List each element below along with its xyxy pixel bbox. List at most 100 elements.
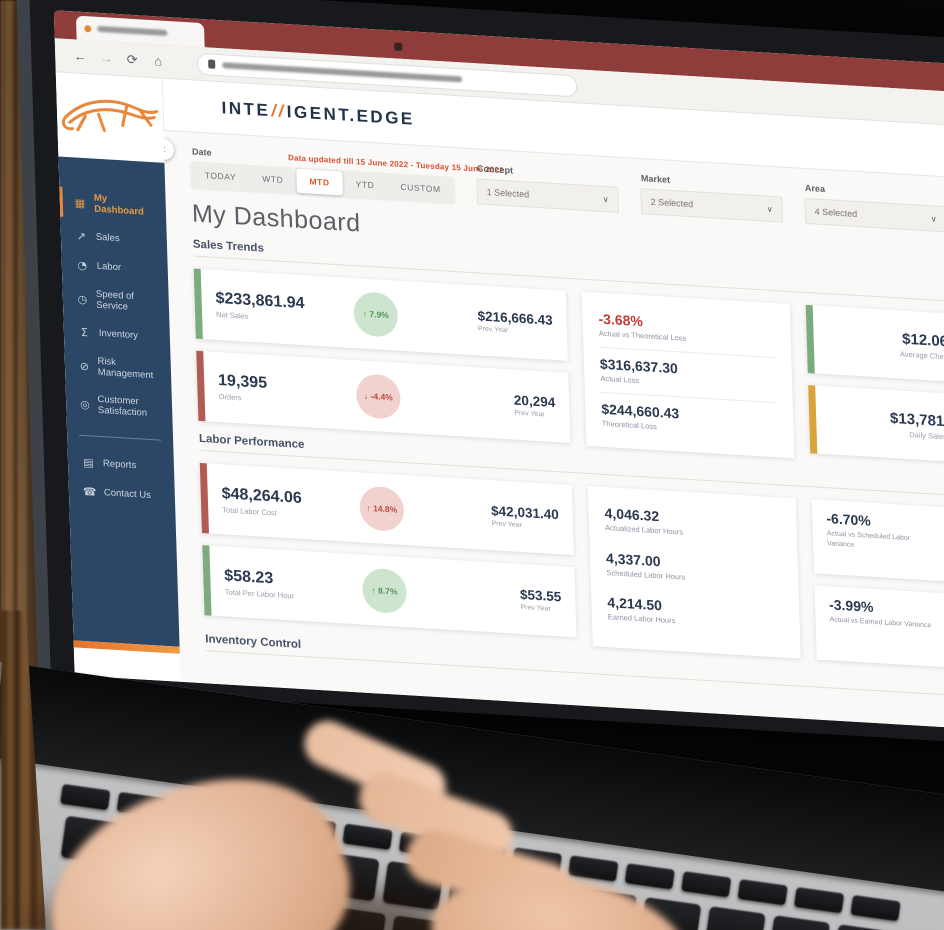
orders-trend-badge: ↓ -4.4%: [355, 373, 402, 420]
concept-filter-value: 1 Selected: [486, 186, 530, 200]
total-labor-cost-prev-value: $42,031.40: [490, 503, 559, 523]
left-column: ▦ My Dashboard ↗ Sales ◔ Labor: [55, 72, 181, 682]
arrow-up-icon: ↑: [362, 308, 368, 319]
date-range-ytd[interactable]: YTD: [342, 171, 388, 198]
sales-chart-icon: ↗: [76, 229, 87, 244]
market-filter-label: Market: [640, 173, 671, 185]
date-filter-label: Date: [191, 146, 212, 158]
sidebar-item-customer-satisfaction[interactable]: ◎ Customer Satisfaction: [66, 384, 173, 428]
orders-card: 19,395 Orders ↓ -4.4% 20,294: [196, 350, 571, 443]
average-check-card: $12.06 Average Check: [805, 304, 944, 387]
brand-name: INTE//IGENT.EDGE: [221, 98, 415, 130]
tab-favicon-icon: [84, 24, 92, 32]
sidebar-item-label: Contact Us: [103, 487, 152, 502]
net-sales-trend-badge: ↑ 7.9%: [353, 291, 399, 338]
brand-logo[interactable]: [55, 72, 165, 163]
per-labor-hour-card: $58.23 Total Per Labor Hour ↑ 8.7% $53.5…: [202, 545, 577, 638]
satisfaction-icon: ◎: [79, 397, 90, 411]
area-filter-label: Area: [804, 182, 826, 195]
prev-year-label: Prev Year: [520, 604, 551, 614]
date-filter-group: Date Data updated till 15 June 2022 - Tu…: [190, 146, 504, 204]
market-filter-value: 2 Selected: [650, 196, 694, 210]
reload-button[interactable]: ⟳: [126, 51, 138, 67]
browser-window: ← → ⟳ ⌂: [53, 10, 944, 735]
chevron-down-icon: ∨: [602, 194, 609, 204]
scheduled-variance-card: -6.70% Actual vs Scheduled Labor Varianc…: [811, 499, 944, 588]
sidebar-item-speed-of-service[interactable]: ◷ Speed of Service: [62, 279, 169, 323]
url-text-blurred: [222, 61, 463, 83]
net-sales-card: $233,861.94 Net Sales ↑ 7.9% $216,666.43: [193, 268, 568, 361]
dashboard-icon: ▦: [74, 195, 86, 210]
per-labor-hour-trend-badge: ↑ 8.7%: [361, 567, 408, 615]
sidebar-item-label: My Dashboard: [93, 192, 145, 218]
lock-icon: [208, 59, 216, 69]
sidebar-item-my-dashboard[interactable]: ▦ My Dashboard: [59, 183, 166, 227]
labor-clock-icon: ◔: [77, 258, 88, 273]
stopwatch-icon: ◷: [77, 292, 88, 306]
labor-cost-trend-badge: ↑ 14.8%: [359, 485, 405, 533]
chevron-down-icon: ∨: [930, 213, 937, 224]
arrow-up-icon: ↑: [366, 503, 371, 514]
trend-percent: 8.7%: [377, 585, 398, 598]
brand-name-suffix: IGENT.EDGE: [286, 101, 416, 129]
trend-percent: 7.9%: [369, 308, 389, 321]
back-button[interactable]: ←: [73, 48, 87, 65]
sidebar-item-label: Customer Satisfaction: [97, 393, 148, 419]
screen-bezel: ← → ⟳ ⌂: [16, 0, 944, 751]
arrow-down-icon: ↓: [363, 390, 369, 401]
date-range-custom[interactable]: CUSTOM: [387, 174, 454, 202]
date-range-mtd[interactable]: MTD: [295, 168, 343, 196]
reports-icon: ▤: [83, 455, 94, 470]
sidebar-divider: [79, 434, 162, 441]
total-labor-cost-card: $48,264.06 Total Labor Cost ↑ 14.8% $42,…: [199, 463, 574, 556]
sidebar: ▦ My Dashboard ↗ Sales ◔ Labor: [58, 156, 180, 654]
concept-filter-label: Concept: [476, 163, 514, 176]
sidebar-item-label: Speed of Service: [95, 288, 135, 313]
sidebar-collapse-button[interactable]: ‹: [163, 138, 175, 161]
net-sales-prev-value: $216,666.43: [477, 308, 553, 328]
concept-filter: Concept 1 Selected ∨: [476, 163, 620, 213]
per-labor-hour-prev-value: $53.55: [519, 587, 562, 605]
brand-name-slashes: //: [270, 100, 287, 121]
contact-icon: ☎: [82, 484, 97, 499]
pinned-tab-icon[interactable]: [394, 42, 403, 51]
scheduled-variance-label: Actual vs Scheduled Labor Variance: [826, 530, 911, 549]
trend-percent: -4.4%: [370, 391, 393, 403]
daily-sales-label: Daily Sales: [909, 430, 944, 442]
sidebar-accent-bar: [73, 640, 180, 654]
area-filter-select[interactable]: 4 Selected ∨: [804, 197, 944, 233]
earned-variance-label: Actual vs Earned Labor Variance: [829, 616, 932, 630]
earned-variance-card: -3.99% Actual vs Earned Labor Variance: [814, 585, 944, 674]
risk-alert-icon: ⊘: [79, 359, 90, 373]
dashboard-content: ‹ Date Data updated till 15 June 2022 - …: [163, 131, 944, 735]
sidebar-item-risk-management[interactable]: ⊘ Risk Management: [64, 346, 171, 390]
cougar-logo-icon: [61, 99, 159, 133]
sidebar-item-label: Sales: [95, 231, 120, 245]
sidebar-item-label: Labor: [96, 260, 122, 274]
sidebar-item-contact-us[interactable]: ☎ Contact Us: [68, 476, 175, 511]
concept-filter-select[interactable]: 1 Selected ∨: [476, 178, 620, 213]
average-check-label: Average Check: [899, 349, 944, 362]
arrow-up-icon: ↑: [371, 585, 376, 596]
area-filter-value: 4 Selected: [814, 206, 858, 219]
inventory-icon: Σ: [80, 325, 89, 340]
sidebar-item-label: Risk Management: [97, 355, 154, 382]
brand-name-prefix: INTE: [221, 97, 271, 120]
sidebar-item-label: Reports: [102, 458, 137, 472]
daily-sales-value: $13,781.04: [889, 409, 944, 432]
orders-prev-value: 20,294: [513, 392, 556, 411]
average-check-value: $12.06: [901, 330, 944, 351]
labor-hours-card: 4,046.32 Actualized Labor Hours 4,337.00…: [587, 486, 801, 660]
home-button[interactable]: ⌂: [154, 53, 163, 69]
sidebar-item-label: Inventory: [98, 327, 139, 342]
prev-year-label: Prev Year: [491, 520, 523, 530]
date-range-today[interactable]: TODAY: [191, 162, 249, 189]
market-filter: Market 2 Selected ∨: [640, 173, 784, 223]
daily-sales-card: $13,781.04 Daily Sales: [808, 385, 944, 467]
date-range-wtd[interactable]: WTD: [249, 166, 297, 193]
chevron-down-icon: ∨: [766, 204, 773, 214]
loss-summary-card: -3.68% Actual vs Theoretical Loss $316,6…: [581, 291, 795, 459]
market-filter-select[interactable]: 2 Selected ∨: [640, 188, 784, 223]
forward-button[interactable]: →: [99, 49, 113, 66]
